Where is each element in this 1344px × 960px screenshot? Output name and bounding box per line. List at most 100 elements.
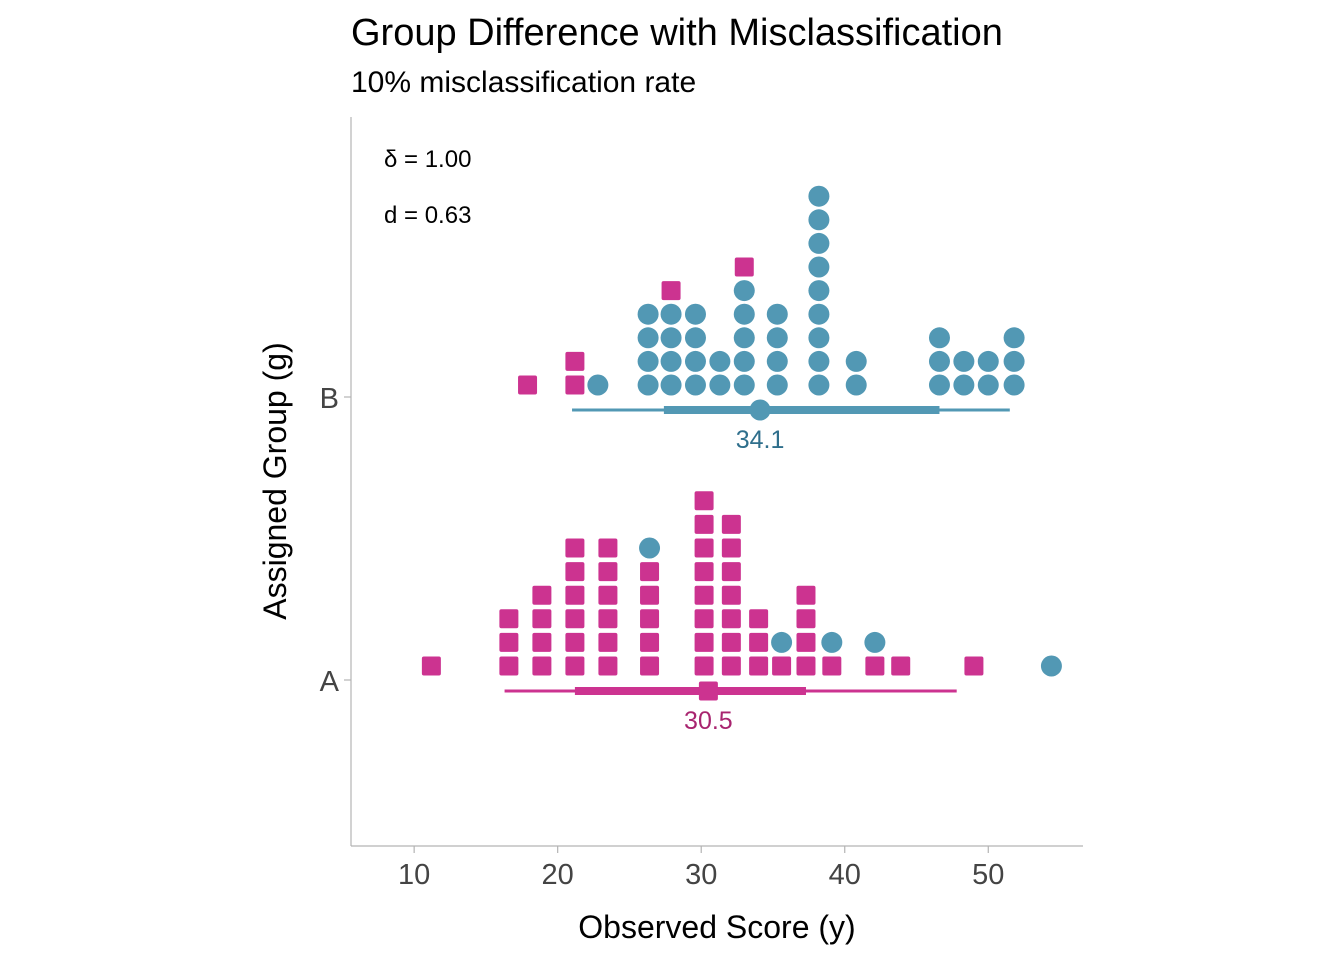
series-group-b: 34.1 xyxy=(518,185,1025,454)
dot-true-b xyxy=(660,374,682,396)
mean-marker-b xyxy=(749,399,771,421)
dot-true-b xyxy=(766,327,788,349)
dot-true-b xyxy=(684,350,706,372)
dot-true-a xyxy=(421,656,441,676)
dot-true-a xyxy=(796,656,816,676)
dot-true-a xyxy=(598,538,618,558)
dot-true-b xyxy=(733,327,755,349)
dot-true-a xyxy=(694,514,714,534)
dot-true-b xyxy=(1003,327,1025,349)
dot-true-a xyxy=(532,656,552,676)
dot-true-a xyxy=(499,609,519,629)
dot-true-a xyxy=(598,585,618,605)
dot-true-b xyxy=(977,374,999,396)
dot-true-a xyxy=(532,609,552,629)
dot-true-a xyxy=(694,538,714,558)
dot-true-a xyxy=(661,281,681,301)
x-tick-label: 50 xyxy=(972,859,1004,891)
dot-true-b xyxy=(733,280,755,302)
dot-true-a xyxy=(640,609,660,629)
dot-true-b xyxy=(808,280,830,302)
dot-true-a xyxy=(640,585,660,605)
dot-true-b xyxy=(733,350,755,372)
dot-true-b xyxy=(587,374,609,396)
dot-true-b xyxy=(977,350,999,372)
dot-true-b xyxy=(845,374,867,396)
dot-true-a xyxy=(565,656,585,676)
x-tick-label: 40 xyxy=(829,859,861,891)
dot-true-a xyxy=(772,656,792,676)
dot-true-b xyxy=(928,350,950,372)
dot-true-a xyxy=(721,656,741,676)
dot-true-b xyxy=(808,350,830,372)
dot-true-b xyxy=(639,537,661,559)
x-tick-label: 20 xyxy=(542,859,574,891)
dot-true-a xyxy=(749,656,769,676)
dot-true-b xyxy=(1040,655,1062,677)
dot-true-b xyxy=(821,631,843,653)
dot-true-a xyxy=(532,585,552,605)
y-tick-label: A xyxy=(320,666,340,698)
dot-true-b xyxy=(864,631,886,653)
dot-true-b xyxy=(684,327,706,349)
mean-label-b: 34.1 xyxy=(736,426,785,454)
dot-true-b xyxy=(709,374,731,396)
dot-true-a xyxy=(891,656,911,676)
dot-true-b xyxy=(766,350,788,372)
dot-true-b xyxy=(660,350,682,372)
dot-true-a xyxy=(694,609,714,629)
delta-annotation: δ = 1.00 xyxy=(384,146,471,173)
x-tick-label: 10 xyxy=(398,859,430,891)
dot-true-a xyxy=(694,585,714,605)
dot-true-a xyxy=(694,562,714,582)
dot-true-a xyxy=(721,538,741,558)
dot-true-a xyxy=(796,585,816,605)
dot-true-a xyxy=(565,632,585,652)
dot-true-a xyxy=(964,656,984,676)
dot-true-a xyxy=(694,632,714,652)
cohens-d-annotation: d = 0.63 xyxy=(384,202,471,229)
dot-true-b xyxy=(766,303,788,325)
dot-true-a xyxy=(565,351,585,371)
dot-true-a xyxy=(694,656,714,676)
dot-true-b xyxy=(1003,350,1025,372)
mean-marker-a xyxy=(698,681,718,701)
dot-true-a xyxy=(796,609,816,629)
dot-true-a xyxy=(532,632,552,652)
y-axis-ticks: AB xyxy=(320,383,351,698)
plot-area: 30.5 34.1 xyxy=(421,185,1062,735)
chart-subtitle: 10% misclassification rate xyxy=(351,66,696,99)
dot-true-b xyxy=(766,374,788,396)
dot-true-b xyxy=(953,374,975,396)
dot-true-b xyxy=(808,209,830,231)
dot-true-b xyxy=(660,327,682,349)
dot-true-a xyxy=(598,656,618,676)
dot-true-b xyxy=(660,303,682,325)
dot-true-a xyxy=(721,609,741,629)
dot-true-b xyxy=(733,303,755,325)
dot-true-a xyxy=(565,538,585,558)
dot-true-a xyxy=(865,656,885,676)
dot-true-a xyxy=(749,609,769,629)
dot-true-b xyxy=(928,374,950,396)
dot-true-a xyxy=(640,656,660,676)
dot-true-b xyxy=(953,350,975,372)
dot-true-b xyxy=(684,374,706,396)
dot-true-a xyxy=(694,491,714,511)
dot-true-a xyxy=(565,562,585,582)
dot-true-a xyxy=(598,632,618,652)
dot-true-b xyxy=(709,350,731,372)
dot-true-a xyxy=(721,585,741,605)
dot-true-a xyxy=(565,609,585,629)
dot-true-b xyxy=(637,374,659,396)
dot-true-b xyxy=(808,185,830,207)
dot-true-b xyxy=(808,374,830,396)
x-tick-label: 30 xyxy=(685,859,717,891)
dot-true-b xyxy=(684,303,706,325)
dot-true-a xyxy=(749,632,769,652)
dot-true-a xyxy=(598,609,618,629)
dot-true-b xyxy=(771,631,793,653)
dot-true-a xyxy=(518,375,538,395)
dot-true-a xyxy=(565,585,585,605)
